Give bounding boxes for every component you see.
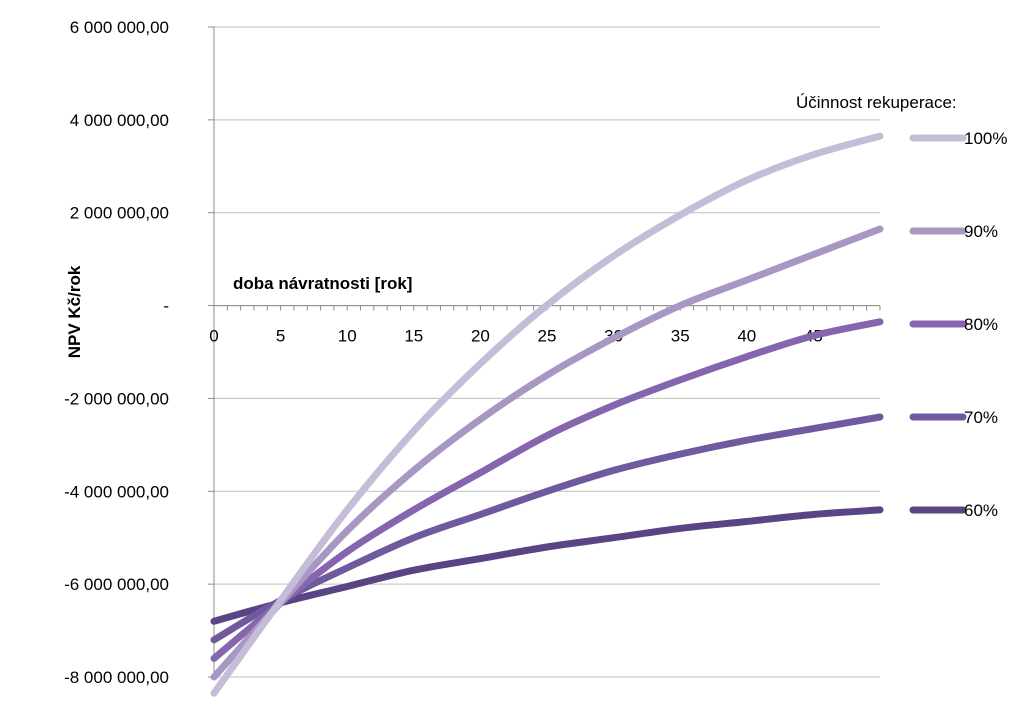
- x-axis-label: doba návratnosti [rok]: [233, 274, 412, 293]
- series-line-80pct: [210, 318, 884, 662]
- x-tick-label: 10: [338, 327, 357, 346]
- y-tick-label: -: [163, 297, 169, 316]
- y-tick-label: -6 000 000,00: [64, 575, 169, 594]
- x-tick-label: 40: [737, 327, 756, 346]
- series-line-60pct: [210, 506, 884, 625]
- x-tick-label: 0: [209, 327, 218, 346]
- x-tick-label: 35: [671, 327, 690, 346]
- series-lines: [210, 132, 884, 697]
- y-tick-label: -8 000 000,00: [64, 668, 169, 687]
- y-tick-label: 4 000 000,00: [70, 111, 169, 130]
- y-tick-label: -2 000 000,00: [64, 389, 169, 408]
- legend-entry-label: 70%: [964, 408, 998, 427]
- series-line-100pct: [210, 132, 884, 697]
- series-line-70pct: [210, 413, 884, 644]
- y-axis-label: NPV Kč/rok: [65, 265, 84, 358]
- legend: Účinnost rekuperace: 100% 90% 80% 70% 60%: [796, 93, 1007, 520]
- legend-entry-label: 80%: [964, 315, 998, 334]
- x-tick-label: 15: [404, 327, 423, 346]
- series-line-90pct: [210, 225, 884, 681]
- y-tick-label: -4 000 000,00: [64, 482, 169, 501]
- y-axis-ticks: 6 000 000,00 4 000 000,00 2 000 000,00 - -2 …: [64, 18, 169, 687]
- x-tick-label: 5: [276, 327, 285, 346]
- y-tick-label: 6 000 000,00: [70, 18, 169, 37]
- legend-entry-label: 90%: [964, 222, 998, 241]
- legend-entry-label: 60%: [964, 501, 998, 520]
- x-tick-label: 25: [538, 327, 557, 346]
- legend-title: Účinnost rekuperace:: [796, 93, 957, 112]
- x-tick-label: 20: [471, 327, 490, 346]
- legend-entry-label: 100%: [964, 129, 1007, 148]
- y-tick-label: 2 000 000,00: [70, 204, 169, 223]
